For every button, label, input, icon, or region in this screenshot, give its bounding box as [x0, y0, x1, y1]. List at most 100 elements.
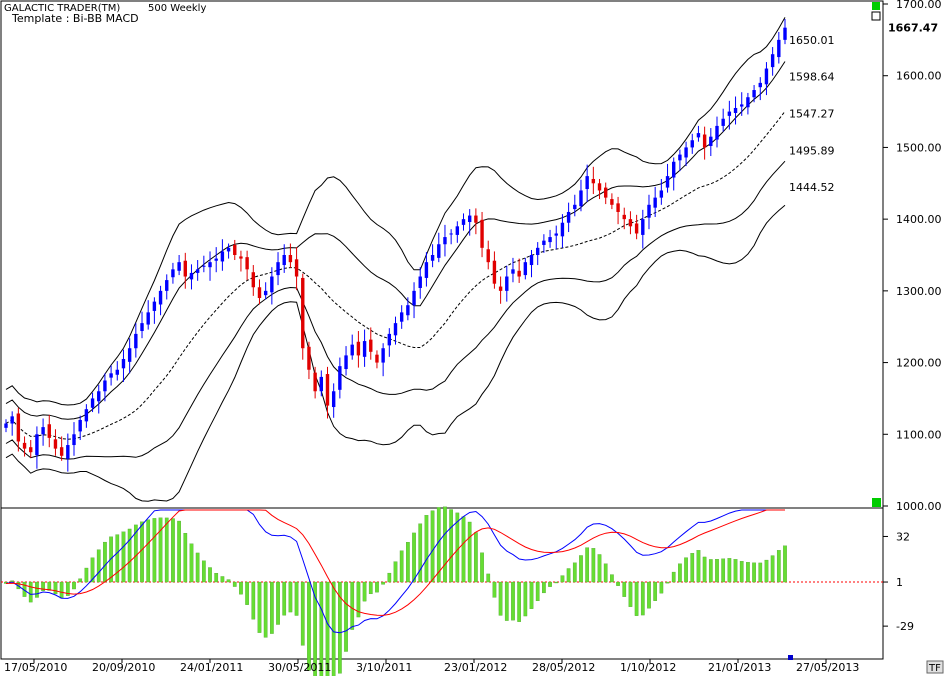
macd-hist-bar [733, 559, 738, 583]
candle-body [399, 312, 404, 322]
macd-hist-bar [127, 528, 132, 583]
candle-body [171, 269, 175, 278]
candle-body [325, 374, 330, 406]
x-tick-label: 23/01/2012 [444, 661, 507, 674]
macd-hist-bar [684, 557, 688, 583]
macd-hist-bar [41, 581, 45, 592]
candle-body [189, 272, 194, 280]
macd-hist-bar [671, 571, 676, 583]
x-tick-label: 27/05/2013 [796, 661, 859, 674]
macd-hist-bar [486, 573, 491, 583]
macd-hist-bar [375, 581, 379, 593]
y-tick-label: 1300.00 [896, 285, 942, 298]
macd-hist-bar [579, 555, 583, 583]
macd-hist-bar [65, 581, 70, 596]
macd-hist-bar [628, 581, 633, 607]
zoom-box-icon[interactable] [871, 11, 881, 21]
candle-body [53, 439, 58, 449]
candle-body [665, 176, 670, 188]
y-tick-label: 1700.00 [896, 0, 942, 11]
macd-hist-bar [542, 581, 546, 594]
candle-body [4, 423, 8, 428]
macd-hist-bar [307, 581, 311, 671]
band-line-3 [5, 160, 786, 460]
macd-hist-bar [226, 579, 231, 583]
candle-body [202, 265, 206, 267]
macd-hist-bar [517, 581, 522, 622]
bottom-green-marker[interactable] [872, 498, 881, 507]
macd-hist-bar [282, 581, 287, 616]
band-line-1 [5, 61, 786, 420]
x-tick-label: 21/01/2013 [708, 661, 771, 674]
macd-hist-bar [72, 581, 76, 590]
y-tick-label: 1100.00 [896, 428, 942, 441]
macd-hist-bar [239, 581, 243, 595]
candle-body [529, 255, 534, 266]
candle-body [134, 333, 138, 349]
candle-body [727, 111, 732, 116]
candle-body [752, 90, 756, 98]
candle-body [610, 199, 614, 205]
candle-body [715, 125, 719, 140]
macd-hist-bar [220, 576, 225, 583]
candle-body [492, 260, 497, 284]
candle-body [59, 447, 64, 456]
tf-button[interactable] [926, 660, 944, 674]
candle-body [393, 323, 398, 336]
candle-body [535, 247, 540, 255]
y-tick-label: 1400.00 [896, 213, 942, 226]
candle-body [412, 290, 416, 306]
macd-hist-bar [350, 581, 355, 630]
band-value-label: 1444.52 [789, 181, 835, 194]
candle-body [641, 219, 645, 235]
macd-hist-bar [362, 581, 367, 602]
candle-body [146, 312, 150, 325]
x-tick-label: 24/01/2011 [180, 661, 243, 674]
band-line-0 [5, 17, 786, 406]
candle-body [183, 260, 187, 277]
candle-body [505, 276, 509, 291]
macd-hist-bar [195, 552, 200, 583]
candle-body [245, 257, 249, 270]
candle-body [177, 262, 181, 271]
candle-body [220, 251, 225, 262]
macd-panel-frame [0, 507, 884, 660]
candle-body [777, 39, 781, 58]
candle-body [591, 178, 596, 184]
symbol-label: 500 Weekly [148, 3, 206, 14]
top-green-marker[interactable] [872, 2, 880, 10]
candle-body [251, 272, 256, 288]
candle-body [103, 380, 107, 392]
candle-body [158, 290, 163, 305]
macd-hist-bar [653, 581, 658, 601]
y-tick-label: 1500.00 [896, 141, 942, 154]
band-value-label: 1495.89 [789, 144, 835, 157]
candle-body [554, 233, 558, 236]
macd-hist-bar [535, 581, 540, 602]
macd-hist-bar [294, 581, 299, 616]
macd-hist-bar [678, 563, 682, 583]
scroll-marker[interactable] [788, 655, 793, 660]
macd-hist-bar [28, 581, 33, 603]
macd-hist-bar [776, 550, 781, 583]
candle-body [195, 269, 200, 273]
candle-body [369, 339, 373, 352]
x-tick-label: 17/05/2010 [4, 661, 67, 674]
macd-hist-bar [368, 581, 373, 595]
candle-body [573, 204, 577, 210]
macd-hist-bar [566, 568, 571, 583]
macd-hist-bar [783, 545, 787, 583]
candle-body [387, 333, 392, 346]
x-tick-label: 20/09/2010 [92, 661, 155, 674]
candle-body [97, 391, 101, 402]
candle-body [214, 258, 218, 261]
macd-hist-bar [665, 581, 670, 584]
macd-hist-bar [356, 581, 361, 618]
macd-hist-bar [276, 581, 280, 625]
macd-hist-bar [171, 518, 175, 583]
macd-hist-bar [640, 581, 645, 616]
band-value-label: 1650.01 [789, 34, 835, 47]
candle-body [746, 97, 750, 108]
macd-hist-bar [214, 573, 219, 583]
candle-body [66, 445, 70, 459]
